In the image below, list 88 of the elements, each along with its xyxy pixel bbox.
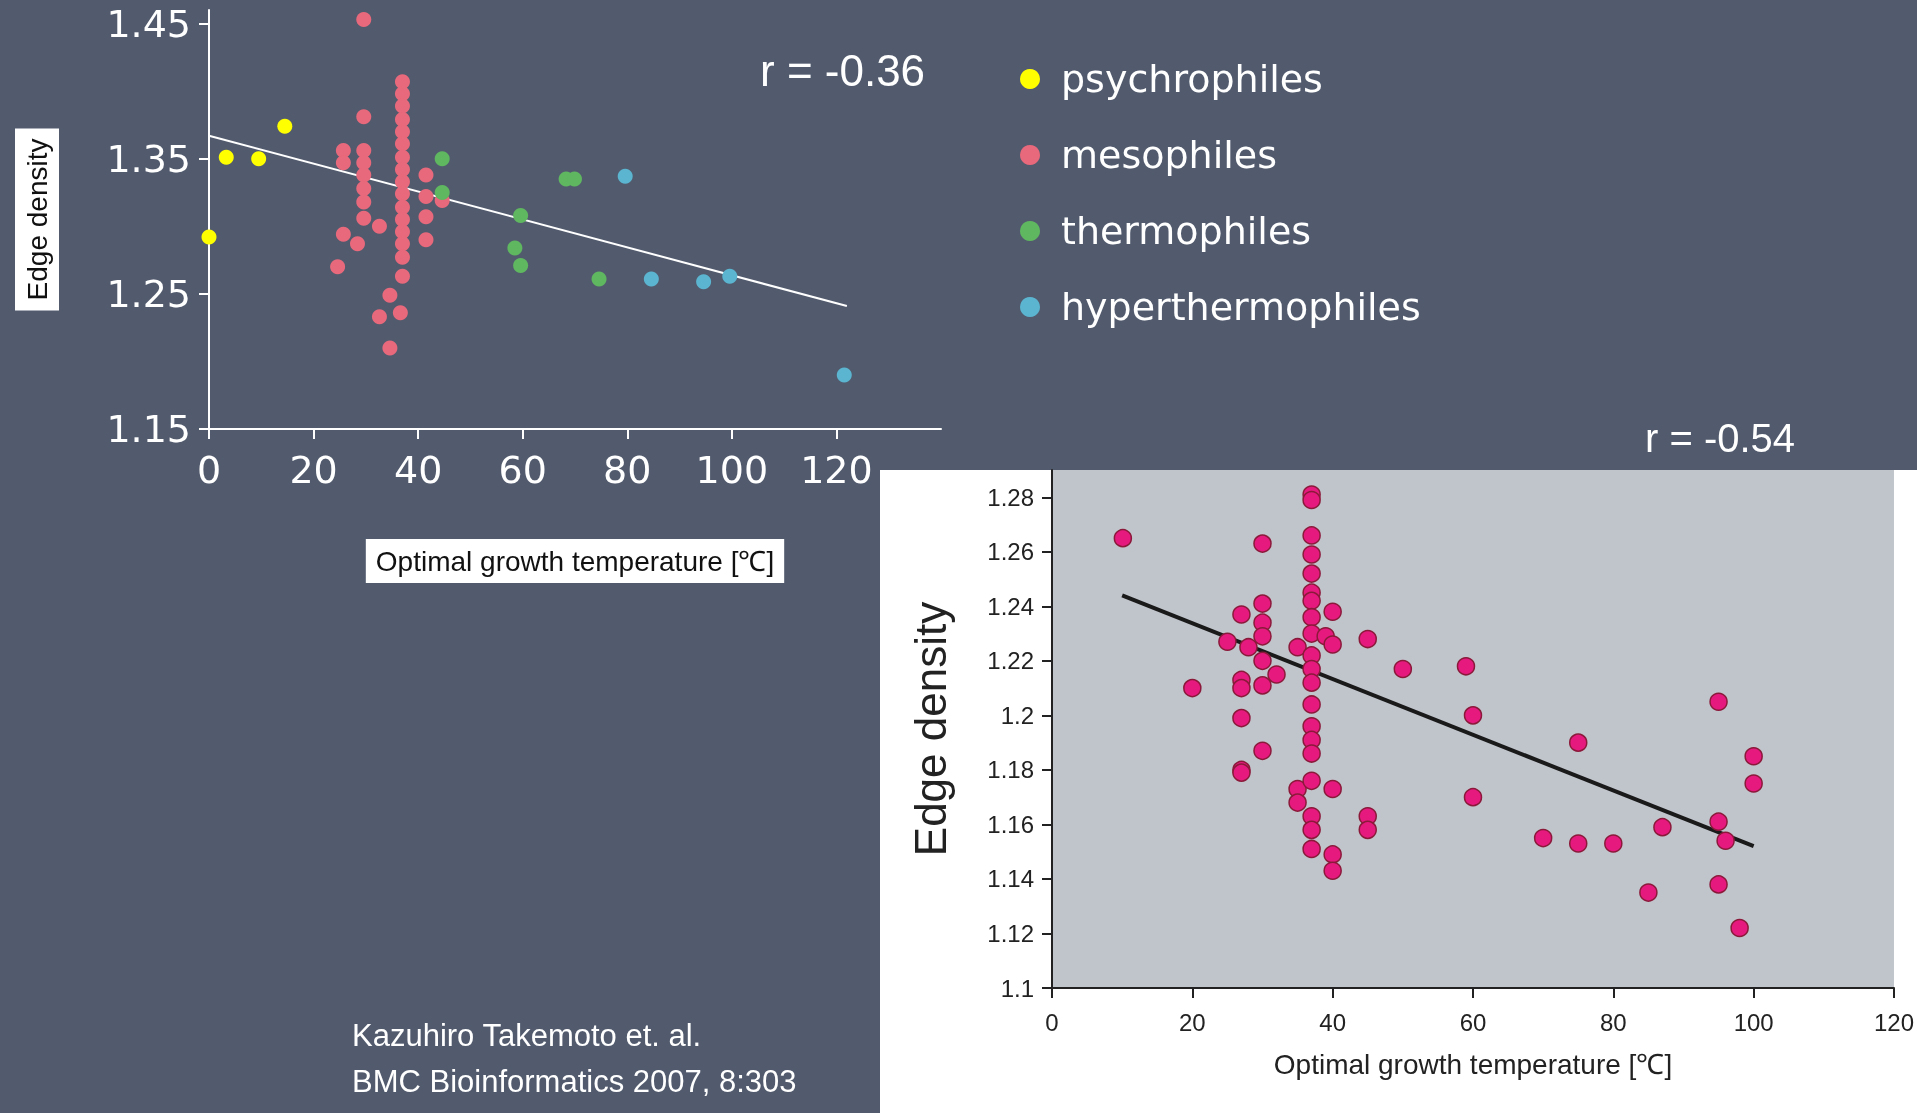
point (394, 224, 410, 240)
point (394, 249, 410, 265)
y-tick-label: 1.24 (987, 592, 1034, 620)
point (356, 155, 372, 171)
x-tick-label: 0 (1045, 1008, 1059, 1036)
point (356, 11, 372, 27)
annotation: r = -0.36 (760, 45, 926, 95)
point (371, 218, 387, 234)
legend-label: hyperthermophiles (1061, 285, 1421, 329)
point (418, 167, 434, 183)
legend-label: psychrophiles (1061, 57, 1323, 101)
x-tick-label: 120 (1873, 1008, 1914, 1036)
x-tick-label: 120 (800, 448, 873, 492)
y-tick-label: 1.35 (106, 136, 191, 181)
point (371, 309, 387, 325)
point (434, 184, 450, 200)
y-tick-label: 1.2 (1000, 701, 1034, 729)
point (356, 194, 372, 210)
text: Kazuhiro Takemoto et. al. (352, 1018, 702, 1053)
y-tick-label: 1.16 (987, 810, 1034, 838)
x-tick-label: 40 (393, 448, 443, 492)
y-tick-label: 1.18 (987, 756, 1034, 784)
text: BMC Bioinformatics 2007, 8:303 (352, 1064, 797, 1099)
point (513, 207, 529, 223)
point (394, 136, 410, 152)
y-tick-label: 1.1 (1000, 974, 1034, 1002)
y-tick-label: 1.12 (987, 919, 1034, 947)
point (335, 155, 351, 171)
legend-label: thermophiles (1061, 209, 1312, 253)
point (722, 268, 738, 284)
x-tick-label: 20 (289, 448, 338, 492)
point (394, 98, 410, 114)
point (201, 229, 217, 245)
point (513, 257, 529, 273)
y-axis-title: Edge density (21, 138, 53, 301)
point (434, 151, 450, 167)
point (356, 109, 372, 125)
x-tick-label: 100 (695, 448, 769, 492)
point (394, 74, 410, 90)
y-tick-label: 1.26 (987, 538, 1034, 566)
y-tick-label: 1.45 (106, 1, 191, 46)
x-tick-label: 60 (498, 448, 547, 492)
point (335, 143, 351, 159)
x-tick-label: 0 (196, 448, 222, 492)
x-tick-label: 80 (603, 448, 652, 492)
point (382, 287, 398, 303)
point (356, 210, 372, 226)
point (394, 174, 410, 190)
y-tick-label: 1.14 (987, 865, 1034, 893)
point (356, 167, 372, 183)
point (696, 274, 712, 290)
x-axis-title: Optimal growth temperature [℃] (375, 545, 775, 577)
y-tick-label: 1.15 (106, 407, 191, 451)
point (418, 189, 434, 205)
point (382, 340, 398, 356)
point (356, 143, 372, 159)
point (277, 118, 293, 134)
point (394, 236, 410, 252)
point (392, 305, 408, 321)
point (394, 186, 410, 202)
point (836, 367, 852, 383)
point (418, 209, 434, 225)
point (394, 124, 410, 140)
x-tick-label: 80 (1599, 1008, 1627, 1036)
x-tick-label: 60 (1459, 1008, 1487, 1036)
x-tick-label: 20 (1178, 1008, 1206, 1036)
legend-label: mesophiles (1061, 133, 1277, 177)
point (591, 271, 607, 287)
x-axis-title: Optimal growth temperature [℃] (1273, 1048, 1673, 1080)
point (335, 226, 351, 242)
y-axis-title: Edge density (905, 601, 955, 857)
point (218, 149, 234, 165)
text: r = -0.54 (1645, 416, 1796, 460)
y-tick-label: 1.28 (987, 483, 1034, 511)
point (330, 259, 346, 275)
point (251, 151, 267, 167)
point (418, 232, 434, 248)
x-tick-label: 100 (1733, 1008, 1774, 1036)
point (350, 236, 365, 252)
point (617, 168, 633, 184)
point (507, 240, 523, 256)
point (394, 86, 410, 102)
point (643, 271, 659, 287)
y-tick-label: 1.25 (106, 271, 191, 316)
point (394, 268, 410, 284)
x-tick-label: 40 (1319, 1008, 1347, 1036)
y-tick-label: 1.22 (987, 647, 1034, 675)
point (356, 180, 372, 196)
